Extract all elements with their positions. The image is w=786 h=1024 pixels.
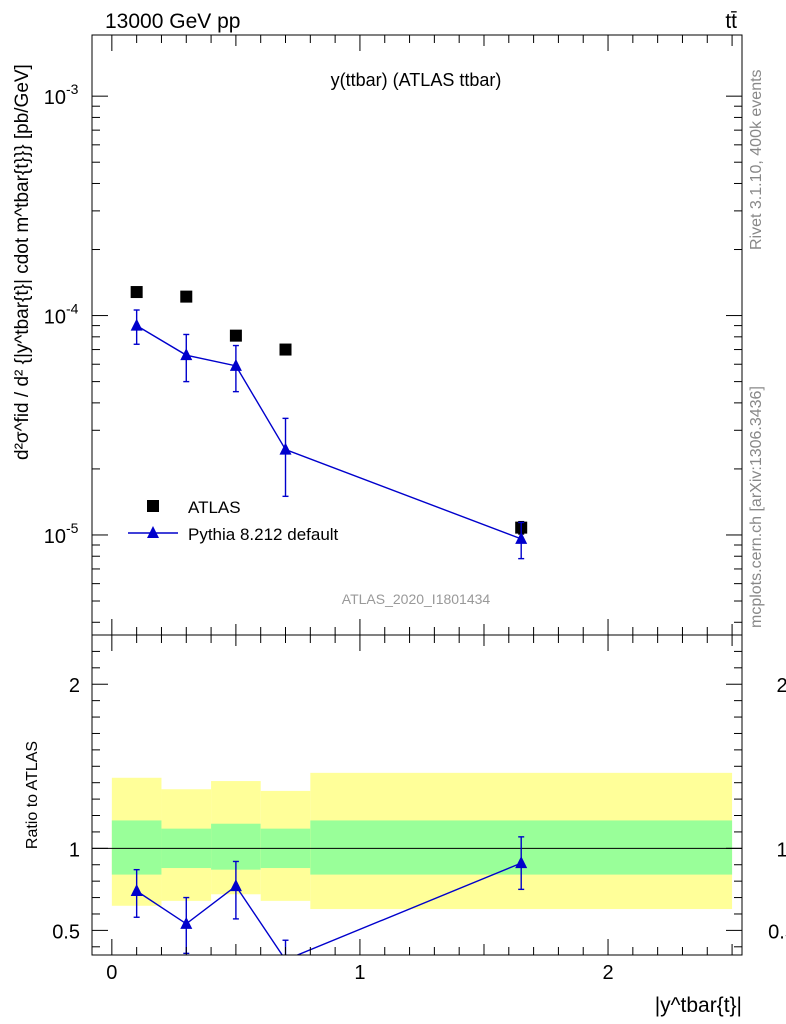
main-data-point-triangle (279, 442, 292, 455)
ratio-series-layer (130, 836, 528, 955)
main-series-layer (130, 286, 528, 560)
main-data-point-square (229, 329, 242, 342)
mcplots-label: mcplots.cern.ch [arXiv:1306.3436] (748, 386, 765, 628)
ratio-data-point-triangle (515, 856, 528, 869)
main-data-point-square (180, 290, 193, 303)
main-data-point-triangle (180, 348, 193, 361)
ratio-y-tick-label-right: 1 (776, 839, 786, 861)
ratio-inner-band (111, 820, 162, 875)
main-data-point-triangle (130, 318, 143, 331)
ratio-x-axis-label-text: |y^tbar{t}| (655, 994, 742, 1017)
energy-label: 13000 GeV pp (105, 10, 240, 33)
main-data-point-triangle (515, 531, 528, 544)
ratio-x-tick-label: 1 (354, 962, 365, 984)
ratio-y-tick-label-right: 2 (776, 675, 786, 697)
process-label: tt̄ (725, 10, 737, 33)
main-panel: 10-510-410-3 y(ttbar) (ATLAS ttbar) ATLA… (12, 34, 743, 636)
ratio-bands (111, 772, 733, 910)
legend-marker-square (147, 500, 159, 512)
ratio-data-point-triangle (130, 884, 143, 896)
ratio-y-tick-label: 0.5 (52, 921, 80, 943)
ratio-panel: 0 1 2 0.5 0.5 1 1 2 2 Ratio to ATLAS |y^tbar{t}| (24, 634, 786, 1017)
main-y-tick-label: 10 (44, 307, 66, 329)
legend-label-0: ATLAS (188, 498, 241, 517)
ratio-y-tick-label: 2 (69, 675, 80, 697)
legend: ATLAS Pythia 8.212 default (128, 498, 339, 544)
main-y-tick-exponent: -5 (66, 520, 79, 536)
ratio-data-point-triangle (229, 879, 242, 892)
ratio-y-tick-label: 1 (69, 839, 80, 861)
ratio-data-point-triangle (180, 916, 193, 929)
main-y-axis-label: d²σ^fid / d² {|y^tbar{t}| cdot m^tbar{t}… (12, 64, 33, 460)
ratio-y-tick-label-right: 0.5 (768, 921, 786, 943)
ratio-series-group (130, 836, 528, 955)
main-y-tick-label: 10 (44, 87, 66, 109)
ratio-x-axis-label: |y^tbar{t}| (655, 994, 742, 1017)
ratio-x-tick-label: 0 (106, 962, 117, 984)
main-y-tick-exponent: -4 (66, 301, 79, 317)
main-chart-title: y(ttbar) (ATLAS ttbar) (331, 70, 502, 90)
watermark-label: ATLAS_2020_I1801434 (342, 591, 491, 607)
ratio-axis-ticks: 0 1 2 0.5 0.5 1 1 2 2 (52, 635, 786, 984)
main-data-point-square (279, 343, 292, 356)
ratio-frame (91, 634, 743, 956)
legend-label-1: Pythia 8.212 default (188, 525, 339, 544)
main-y-tick-label: 10 (44, 526, 66, 548)
main-data-point-triangle (229, 358, 242, 371)
ratio-x-tick-label: 2 (602, 962, 613, 984)
main-axis-ticks: 10-510-410-3 (44, 35, 742, 635)
main-data-point-square (130, 286, 143, 299)
main-y-tick-exponent: -3 (66, 81, 79, 97)
legend-marker-triangle (147, 526, 159, 538)
main-y-axis-label-text: d²σ^fid / d² {|y^tbar{t}| cdot m^tbar{t}… (12, 64, 33, 460)
rivet-label: Rivet 3.1.10, 400k events (748, 69, 765, 250)
ratio-y-axis-label: Ratio to ATLAS (24, 741, 41, 849)
